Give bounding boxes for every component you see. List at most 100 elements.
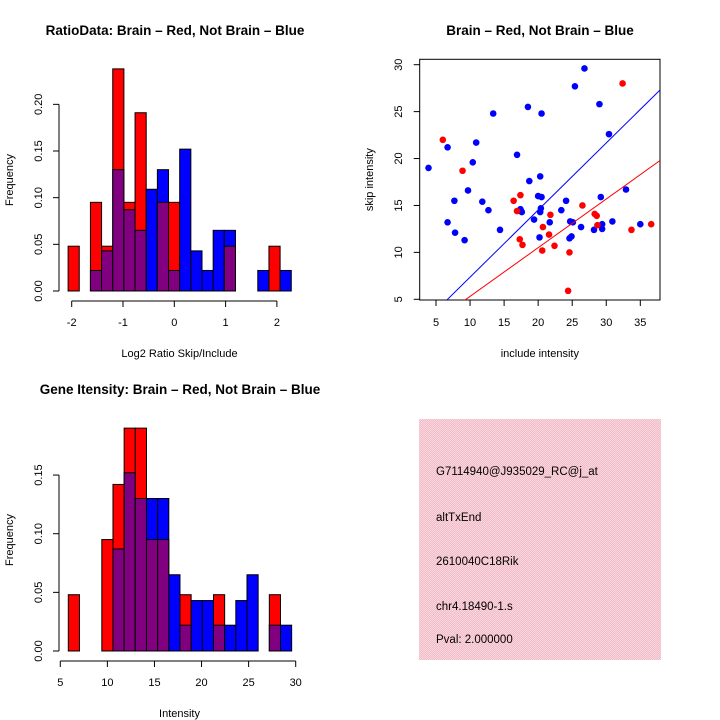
scatter-point-not-brain [546,219,554,226]
x-axis-label: Log2 Ratio Skip/Include [121,348,237,360]
histogram-overlap-bar [223,245,236,292]
scatter-point-not-brain [562,197,570,205]
y-tick-label: 0.05 [33,582,45,603]
scatter-point-brain [579,202,586,209]
scatter-point-brain [516,235,524,243]
y-axis-label: Frequency [4,514,16,566]
histogram-bar [67,594,80,652]
scatter-point-brain [513,207,521,215]
y-tick-label: 0.15 [33,140,45,161]
y-tick-label: 25 [393,105,405,117]
scatter-point-not-brain [489,110,497,117]
x-tick-label: 5 [57,677,63,689]
histogram-2: Gene Itensity: Brain – Red, Not Brain – … [4,382,321,720]
y-tick-label: 0.05 [33,234,45,255]
scatter-point-brain [551,242,558,250]
scatter-point-brain [593,212,601,220]
scatter-point-brain [628,226,635,234]
histogram-bar [279,624,293,652]
scatter-point-not-brain [577,223,585,231]
scatter-point-brain [538,247,546,254]
x-tick-label: -2 [67,317,77,329]
x-tick-label: -1 [118,317,128,329]
histogram-overlap-bar [101,250,114,292]
histogram-bar [190,250,203,292]
chart-title: RatioData: Brain – Red, Not Brain – Blue [46,23,305,38]
y-tick-label: 20 [393,152,405,164]
chart-title: Brain – Red, Not Brain – Blue [446,23,634,38]
scatter-plot: Brain – Red, Not Brain – Blue include int… [364,23,661,360]
histogram-overlap-bar [112,548,125,652]
y-tick-label: 0.10 [33,523,45,544]
scatter-point-brain [510,197,517,205]
histogram-overlap-bar [112,169,125,292]
histogram-bar [279,269,292,292]
scatter-point-not-brain [444,219,451,226]
scatter-point-not-brain [536,234,543,241]
y-tick-label: 30 [393,59,405,71]
fit-line-not-brain [446,89,661,300]
scatter-point-not-brain [568,233,575,240]
histogram-bar [201,600,214,652]
scatter-point-not-brain [598,225,606,233]
histogram-bar [168,574,181,652]
histogram-bar [257,269,270,292]
histogram-bar [101,539,114,652]
histogram-overlap-bar [89,269,103,292]
scatter-point-not-brain [590,226,598,234]
location: chr4.18490-1.s [436,601,513,613]
histogram-overlap-bar [156,201,170,292]
plot-box [419,58,661,301]
scatter-point-not-brain [485,206,492,214]
scatter-point-not-brain [538,193,545,201]
scatter-point-not-brain [524,103,532,111]
histogram-overlap-bar [123,209,136,292]
scatter-point-brain [517,191,524,199]
scatter-point-not-brain [451,197,458,205]
x-tick-label: 15 [148,677,160,689]
histogram-bar [145,188,158,292]
y-tick-label: 0.00 [33,640,45,661]
scatter-point-not-brain [637,220,644,228]
x-tick-label: 20 [532,317,544,329]
scatter-point-not-brain [464,187,472,194]
histogram-bar [201,269,214,292]
scatter-point-not-brain [444,143,451,151]
histogram-overlap-bar [157,539,170,652]
scatter-point-brain [545,231,553,238]
x-tick-label: 1 [223,317,229,329]
histogram-bar [235,600,248,652]
x-tick-label: 15 [498,317,510,329]
probe-id: G7114940@J935029_RC@j_at [436,466,599,478]
y-tick-label: 10 [393,246,405,258]
scatter-point-not-brain [525,177,533,185]
scatter-point-not-brain [596,100,603,108]
x-tick-label: 35 [634,317,646,329]
x-tick-label: 30 [290,677,302,689]
x-tick-label: 20 [195,677,207,689]
y-tick-label: 15 [393,199,405,211]
scatter-point-not-brain [609,218,616,225]
gene-name: 2610040C18Rik [436,556,519,568]
y-tick-label: 0.10 [33,187,45,208]
scatter-point-not-brain [472,139,480,146]
scatter-point-not-brain [571,82,579,90]
chart-title: Gene Itensity: Brain – Red, Not Brain – … [40,382,321,397]
scatter-point-not-brain [605,130,613,138]
histogram-overlap-bar [212,624,226,652]
scatter-point-not-brain [530,216,538,223]
scatter-point-brain [547,211,554,219]
x-tick-label: 10 [101,677,113,689]
y-axis-label: skip intensity [364,148,376,211]
scatter-point-not-brain [536,173,544,180]
info-panel-background [419,419,661,660]
scatter-point-not-brain [513,151,521,159]
x-tick-label: 25 [242,677,254,689]
histogram-overlap-bar [168,269,181,292]
scatter-point-brain [566,249,573,256]
x-tick-label: 10 [464,317,476,329]
y-tick-label: 0.15 [33,464,45,485]
y-axis-label: Frequency [4,154,16,206]
scatter-point-brain [519,241,526,249]
